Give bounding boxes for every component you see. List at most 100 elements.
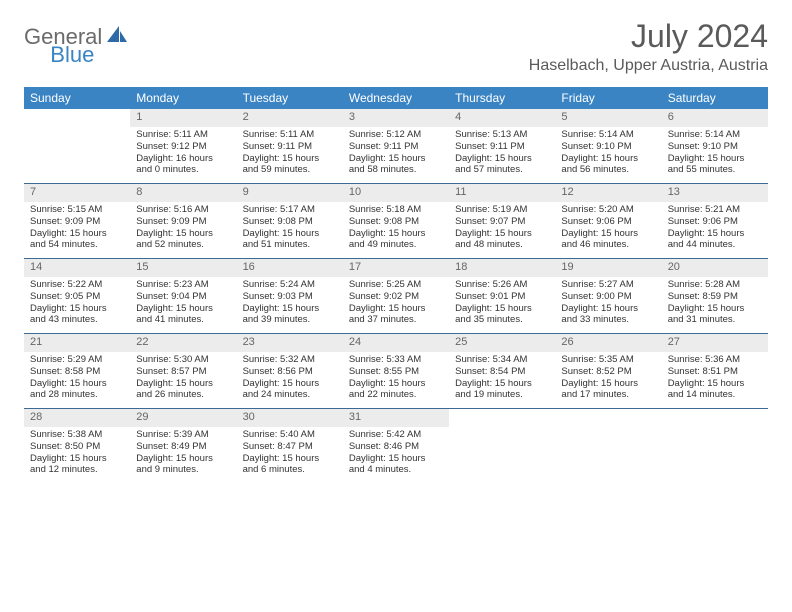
calendar-cell: 13Sunrise: 5:21 AMSunset: 9:06 PMDayligh… — [662, 184, 768, 258]
sunrise-line: Sunrise: 5:22 AM — [30, 279, 124, 291]
sunrise-line: Sunrise: 5:42 AM — [349, 429, 443, 441]
sunrise-line: Sunrise: 5:20 AM — [561, 204, 655, 216]
daylight-line-1: Daylight: 15 hours — [561, 378, 655, 390]
sunset-line: Sunset: 9:12 PM — [136, 141, 230, 153]
calendar-cell: 16Sunrise: 5:24 AMSunset: 9:03 PMDayligh… — [237, 259, 343, 333]
daylight-line-1: Daylight: 15 hours — [455, 378, 549, 390]
sunset-line: Sunset: 8:55 PM — [349, 366, 443, 378]
sunrise-line: Sunrise: 5:33 AM — [349, 354, 443, 366]
calendar-cell: 10Sunrise: 5:18 AMSunset: 9:08 PMDayligh… — [343, 184, 449, 258]
daylight-line-1: Daylight: 15 hours — [668, 303, 762, 315]
day-number: 11 — [449, 184, 555, 202]
day-number: 13 — [662, 184, 768, 202]
daylight-line-1: Daylight: 15 hours — [349, 378, 443, 390]
daylight-line-1: Daylight: 15 hours — [243, 228, 337, 240]
day-number: 22 — [130, 334, 236, 352]
daylight-line-2: and 44 minutes. — [668, 239, 762, 251]
sunset-line: Sunset: 8:58 PM — [30, 366, 124, 378]
day-number: 17 — [343, 259, 449, 277]
calendar-cell: 7Sunrise: 5:15 AMSunset: 9:09 PMDaylight… — [24, 184, 130, 258]
day-details: Sunrise: 5:12 AMSunset: 9:11 PMDaylight:… — [343, 127, 449, 181]
day-number: 8 — [130, 184, 236, 202]
weekday-saturday: Saturday — [662, 87, 768, 109]
weekday-monday: Monday — [130, 87, 236, 109]
calendar-cell: 3Sunrise: 5:12 AMSunset: 9:11 PMDaylight… — [343, 109, 449, 183]
daylight-line-1: Daylight: 15 hours — [30, 453, 124, 465]
sunrise-line: Sunrise: 5:14 AM — [668, 129, 762, 141]
calendar-cell: 4Sunrise: 5:13 AMSunset: 9:11 PMDaylight… — [449, 109, 555, 183]
day-details: Sunrise: 5:25 AMSunset: 9:02 PMDaylight:… — [343, 277, 449, 331]
daylight-line-2: and 4 minutes. — [349, 464, 443, 476]
calendar-cell: 31Sunrise: 5:42 AMSunset: 8:46 PMDayligh… — [343, 409, 449, 483]
daylight-line-2: and 24 minutes. — [243, 389, 337, 401]
sunrise-line: Sunrise: 5:21 AM — [668, 204, 762, 216]
day-details: Sunrise: 5:42 AMSunset: 8:46 PMDaylight:… — [343, 427, 449, 481]
day-details: Sunrise: 5:26 AMSunset: 9:01 PMDaylight:… — [449, 277, 555, 331]
day-details: Sunrise: 5:19 AMSunset: 9:07 PMDaylight:… — [449, 202, 555, 256]
sunrise-line: Sunrise: 5:12 AM — [349, 129, 443, 141]
day-number: 23 — [237, 334, 343, 352]
sunset-line: Sunset: 8:52 PM — [561, 366, 655, 378]
day-details: Sunrise: 5:15 AMSunset: 9:09 PMDaylight:… — [24, 202, 130, 256]
calendar-cell: 27Sunrise: 5:36 AMSunset: 8:51 PMDayligh… — [662, 334, 768, 408]
daylight-line-1: Daylight: 15 hours — [455, 153, 549, 165]
sunset-line: Sunset: 9:01 PM — [455, 291, 549, 303]
sunrise-line: Sunrise: 5:15 AM — [30, 204, 124, 216]
daylight-line-1: Daylight: 16 hours — [136, 153, 230, 165]
logo-text-blue: Blue — [50, 42, 94, 68]
daylight-line-2: and 52 minutes. — [136, 239, 230, 251]
day-number: 6 — [662, 109, 768, 127]
daylight-line-2: and 56 minutes. — [561, 164, 655, 176]
sunset-line: Sunset: 9:07 PM — [455, 216, 549, 228]
daylight-line-1: Daylight: 15 hours — [668, 153, 762, 165]
calendar-cell: 20Sunrise: 5:28 AMSunset: 8:59 PMDayligh… — [662, 259, 768, 333]
calendar-cell: 9Sunrise: 5:17 AMSunset: 9:08 PMDaylight… — [237, 184, 343, 258]
calendar-cell: 19Sunrise: 5:27 AMSunset: 9:00 PMDayligh… — [555, 259, 661, 333]
calendar-cell: . — [449, 409, 555, 483]
sunrise-line: Sunrise: 5:39 AM — [136, 429, 230, 441]
day-number: 16 — [237, 259, 343, 277]
weekday-friday: Friday — [555, 87, 661, 109]
sunrise-line: Sunrise: 5:14 AM — [561, 129, 655, 141]
sunrise-line: Sunrise: 5:28 AM — [668, 279, 762, 291]
daylight-line-2: and 55 minutes. — [668, 164, 762, 176]
day-details: Sunrise: 5:28 AMSunset: 8:59 PMDaylight:… — [662, 277, 768, 331]
calendar-cell: 2Sunrise: 5:11 AMSunset: 9:11 PMDaylight… — [237, 109, 343, 183]
day-details: Sunrise: 5:11 AMSunset: 9:12 PMDaylight:… — [130, 127, 236, 181]
day-number: 31 — [343, 409, 449, 427]
daylight-line-1: Daylight: 15 hours — [561, 303, 655, 315]
sunset-line: Sunset: 9:11 PM — [243, 141, 337, 153]
sunrise-line: Sunrise: 5:11 AM — [136, 129, 230, 141]
sunrise-line: Sunrise: 5:40 AM — [243, 429, 337, 441]
sunrise-line: Sunrise: 5:35 AM — [561, 354, 655, 366]
sunset-line: Sunset: 9:09 PM — [30, 216, 124, 228]
weekday-wednesday: Wednesday — [343, 87, 449, 109]
day-details: Sunrise: 5:27 AMSunset: 9:00 PMDaylight:… — [555, 277, 661, 331]
day-number: 28 — [24, 409, 130, 427]
sunrise-line: Sunrise: 5:38 AM — [30, 429, 124, 441]
day-details: Sunrise: 5:36 AMSunset: 8:51 PMDaylight:… — [662, 352, 768, 406]
daylight-line-1: Daylight: 15 hours — [243, 453, 337, 465]
calendar-cell: 18Sunrise: 5:26 AMSunset: 9:01 PMDayligh… — [449, 259, 555, 333]
day-details: Sunrise: 5:35 AMSunset: 8:52 PMDaylight:… — [555, 352, 661, 406]
sunrise-line: Sunrise: 5:32 AM — [243, 354, 337, 366]
day-number: 10 — [343, 184, 449, 202]
daylight-line-1: Daylight: 15 hours — [561, 153, 655, 165]
calendar-cell: 17Sunrise: 5:25 AMSunset: 9:02 PMDayligh… — [343, 259, 449, 333]
daylight-line-1: Daylight: 15 hours — [455, 303, 549, 315]
daylight-line-2: and 59 minutes. — [243, 164, 337, 176]
day-number: 9 — [237, 184, 343, 202]
calendar-cell: 23Sunrise: 5:32 AMSunset: 8:56 PMDayligh… — [237, 334, 343, 408]
sunrise-line: Sunrise: 5:30 AM — [136, 354, 230, 366]
daylight-line-1: Daylight: 15 hours — [243, 303, 337, 315]
sunset-line: Sunset: 8:51 PM — [668, 366, 762, 378]
daylight-line-1: Daylight: 15 hours — [561, 228, 655, 240]
month-title: July 2024 — [529, 18, 768, 55]
daylight-line-2: and 0 minutes. — [136, 164, 230, 176]
day-details: Sunrise: 5:38 AMSunset: 8:50 PMDaylight:… — [24, 427, 130, 481]
sunset-line: Sunset: 9:10 PM — [561, 141, 655, 153]
day-details: Sunrise: 5:32 AMSunset: 8:56 PMDaylight:… — [237, 352, 343, 406]
daylight-line-2: and 49 minutes. — [349, 239, 443, 251]
sunrise-line: Sunrise: 5:29 AM — [30, 354, 124, 366]
day-number: 24 — [343, 334, 449, 352]
